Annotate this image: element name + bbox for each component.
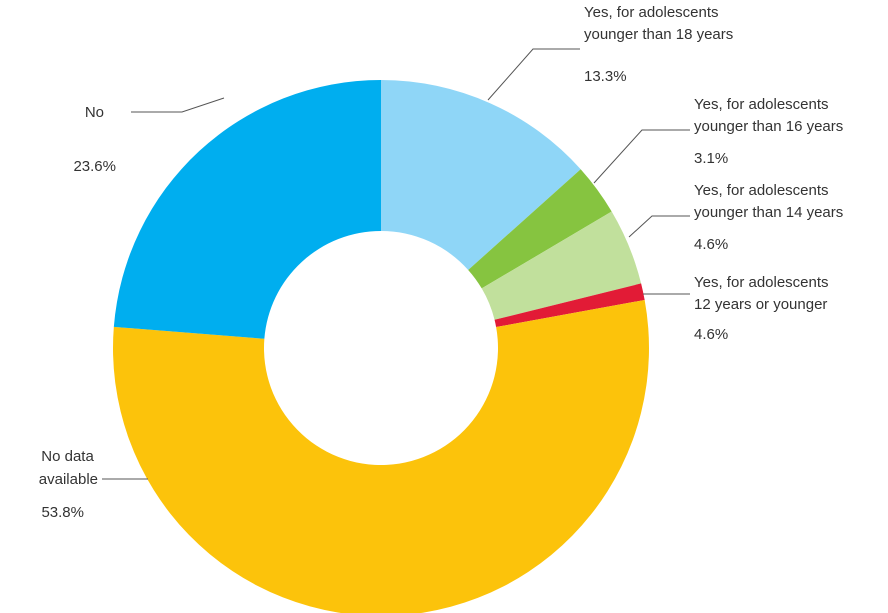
leader-line-under-16 xyxy=(593,129,690,184)
slice-value-under-16: 3.1% xyxy=(694,150,728,167)
slice-label-no-data: No data available xyxy=(39,448,98,488)
slice-label-under-14: Yes, for adolescents younger than 14 yea… xyxy=(694,182,843,221)
slice-label-under-16: Yes, for adolescents younger than 16 yea… xyxy=(694,96,843,135)
slice-labels: Yes, for adolescents younger than 18 yea… xyxy=(39,4,844,521)
slice-12-or-younger xyxy=(494,283,645,328)
slice-no xyxy=(113,80,381,339)
donut-slices xyxy=(113,80,649,613)
leader-line-under-14 xyxy=(628,215,690,238)
slice-value-under-14: 4.6% xyxy=(694,236,728,253)
slice-value-no: 23.6% xyxy=(73,158,116,175)
slice-no-data xyxy=(113,299,649,613)
slice-under-14 xyxy=(481,211,642,320)
slice-under-16 xyxy=(468,169,612,289)
slice-under-18 xyxy=(381,80,581,270)
slice-label-under-18: Yes, for adolescents younger than 18 yea… xyxy=(584,4,733,43)
slice-value-under-18: 13.3% xyxy=(584,68,627,85)
slice-value-no-data: 53.8% xyxy=(41,504,84,521)
slice-label-12-or-younger: Yes, for adolescents 12 years or younger xyxy=(694,274,833,313)
leader-line-no xyxy=(131,97,225,113)
leader-lines xyxy=(102,48,690,480)
slice-value-12-or-younger: 4.6% xyxy=(694,326,728,343)
leader-line-under-18 xyxy=(487,48,580,101)
slice-label-no: No xyxy=(85,104,104,121)
